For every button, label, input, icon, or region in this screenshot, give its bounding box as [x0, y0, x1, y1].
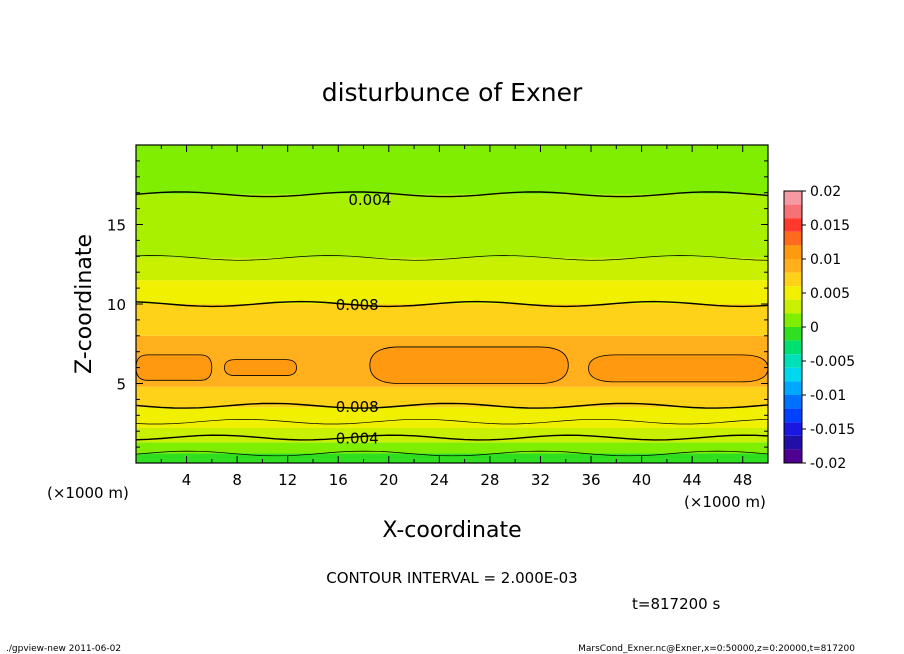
x-tick-label: 48 — [733, 471, 752, 489]
colorbar-swatch — [784, 327, 802, 341]
colorbar-swatch — [784, 449, 802, 463]
contour-band — [136, 304, 768, 336]
colorbar-swatch — [784, 435, 802, 450]
footer-left: ./gpview-new 2011-06-02 — [6, 644, 121, 654]
contour-band — [136, 407, 768, 429]
colorbar-swatch — [784, 354, 802, 368]
contour-line — [135, 418, 769, 425]
contour-band — [136, 453, 768, 463]
contour-band — [136, 257, 768, 281]
contour-band — [136, 386, 768, 408]
y-axis: 5 10 15 — [107, 144, 768, 464]
time-text: t=817200 s — [632, 595, 720, 613]
colorbar-tick-label: -0.01 — [810, 388, 846, 404]
contour-lines — [135, 191, 769, 457]
contour-max-region — [369, 346, 569, 384]
contour-band — [136, 280, 768, 304]
x-tick-label: 28 — [480, 471, 499, 489]
colorbar-swatch — [784, 408, 802, 423]
y-tick-label: 15 — [107, 217, 126, 235]
contour-line — [135, 191, 769, 198]
x-axis: 4 8 12 16 20 24 28 32 36 40 44 48 — [135, 145, 769, 489]
colorbar-tick-label: 0.02 — [810, 184, 841, 200]
chart-title: disturbunce of Exner — [322, 78, 583, 107]
contour-labels: 0.004 0.008 0.008 0.004 — [336, 191, 392, 448]
x-tick-label: 40 — [632, 471, 651, 489]
colorbar-swatch — [784, 272, 802, 287]
contour-max-region — [135, 354, 213, 381]
x-tick-label: 20 — [379, 471, 398, 489]
contour-band — [136, 442, 768, 454]
contour-label: 0.008 — [336, 398, 379, 416]
contour-line — [135, 434, 769, 441]
colorbar-tick-label: 0.015 — [810, 218, 850, 234]
contour-line — [135, 255, 769, 261]
x-tick-label: 12 — [278, 471, 297, 489]
x-unit-right: (×1000 m) — [684, 493, 766, 511]
x-unit-left: (×1000 m) — [47, 484, 129, 502]
colorbar-swatch — [784, 313, 802, 327]
y-tick-label: 5 — [116, 376, 126, 394]
contour-max-region — [588, 354, 769, 383]
colorbar-swatch — [784, 299, 802, 314]
colorbar-swatch — [784, 381, 802, 395]
y-axis-label: Z-coordinate — [72, 234, 97, 374]
x-axis-label: X-coordinate — [382, 518, 521, 543]
x-tick-label: 44 — [683, 471, 702, 489]
colorbar-swatch — [784, 340, 802, 355]
contour-label: 0.008 — [336, 296, 379, 314]
colorbar-swatch — [784, 259, 802, 273]
plot-area — [135, 145, 769, 463]
x-tick-label: 16 — [329, 471, 348, 489]
colorbar-tick-label: -0.02 — [810, 456, 846, 472]
colorbar-tick-label: -0.005 — [810, 354, 855, 370]
contour-line — [135, 402, 769, 409]
contour-band — [136, 428, 768, 443]
colorbar-swatch — [784, 367, 802, 382]
colorbar-swatch — [784, 245, 802, 259]
x-tick-label: 4 — [182, 471, 192, 489]
colorbar — [784, 191, 802, 463]
contour-max-region — [224, 359, 297, 376]
colorbar-swatch — [784, 191, 802, 205]
contour-label: 0.004 — [348, 191, 391, 209]
x-tick-label: 36 — [581, 471, 600, 489]
footer-right: MarsCond_Exner.nc@Exner,x=0:50000,z=0:20… — [578, 644, 855, 654]
colorbar-swatch — [784, 204, 802, 219]
colorbar-tick-label: -0.015 — [810, 422, 855, 438]
contour-band — [136, 145, 768, 195]
colorbar-tick-label: 0.01 — [810, 252, 841, 268]
colorbar-swatch — [784, 286, 802, 300]
colorbar-swatch — [784, 218, 802, 232]
x-tick-label: 24 — [430, 471, 449, 489]
contour-line — [135, 300, 769, 308]
x-tick-label: 8 — [232, 471, 242, 489]
colorbar-ticks: 0.02 0.015 0.01 0.005 0 -0.005 -0.01 -0.015 -0.0… — [802, 184, 855, 472]
contour-band — [136, 194, 768, 258]
contour-line — [135, 450, 769, 457]
colorbar-swatch — [784, 395, 802, 409]
contour-interval-text: CONTOUR INTERVAL = 2.000E-03 — [326, 569, 577, 587]
colorbar-swatch — [784, 231, 802, 246]
x-tick-label: 32 — [531, 471, 550, 489]
colorbar-tick-label: 0.005 — [810, 286, 850, 302]
colorbar-tick-label: 0 — [810, 320, 819, 336]
contour-label: 0.004 — [336, 430, 379, 448]
colorbar-swatch — [784, 422, 802, 436]
y-tick-label: 10 — [107, 296, 126, 314]
